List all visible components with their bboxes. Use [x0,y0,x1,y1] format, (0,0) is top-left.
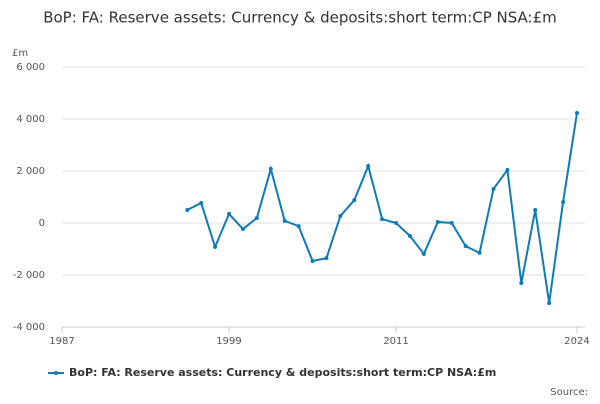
y-tick-label: -2 000 [13,270,45,281]
point [324,256,329,261]
y-tick-label: -4 000 [13,322,45,333]
x-tick-label: 1987 [49,336,74,347]
point [491,186,496,191]
point [352,198,357,203]
point [449,221,454,225]
point [394,221,399,225]
point [310,258,315,263]
point [227,211,232,216]
point [268,166,273,171]
point [519,281,524,286]
source: Source: [550,387,588,398]
y-tick-label: 2 000 [16,166,45,177]
y-tick-label: 0 [39,218,45,229]
legend-marker [54,371,58,375]
legend-label: BoP: FA: Reserve assets: Currency & depo… [69,366,496,379]
x-tick-label: 1999 [216,336,241,347]
point [407,234,412,238]
point [561,199,566,204]
point [533,208,538,212]
point [477,250,482,255]
point [547,301,552,306]
point [296,224,301,229]
point [380,217,385,222]
point [213,244,218,249]
point [366,164,371,169]
point [505,167,510,172]
point [185,208,190,212]
x-tick-label: 2024 [564,336,589,347]
point [240,226,245,231]
point [282,218,287,223]
point [463,244,468,249]
point [254,216,259,221]
y-tick-label: 6 000 [16,62,45,73]
point [575,111,579,116]
chart-title: BoP: FA: Reserve assets: Currency & depo… [43,9,557,27]
y-unit: £m [12,48,28,59]
point [199,200,204,205]
point [435,219,440,224]
x-tick-label: 2011 [383,336,408,347]
point [421,251,426,256]
y-tick-label: 4 000 [16,114,45,125]
point [338,213,343,218]
